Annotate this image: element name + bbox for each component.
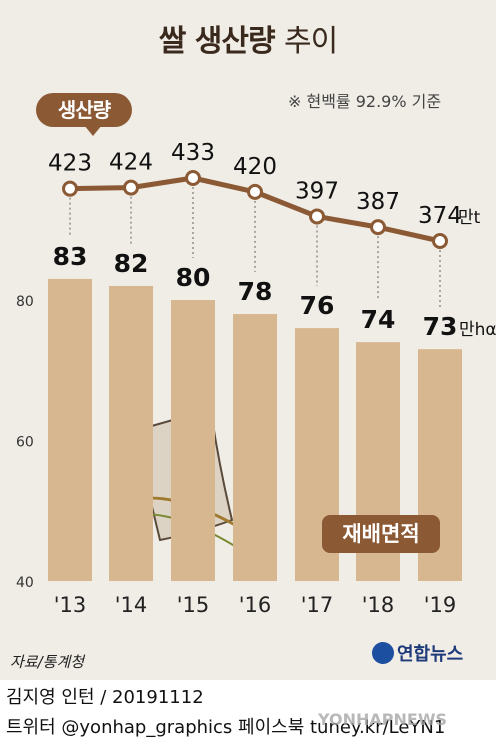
area-bar-value: 83: [53, 242, 88, 271]
area-unit-label: 만hα: [459, 320, 496, 340]
logo-icon: [372, 642, 394, 664]
area-bar-value: 80: [176, 263, 211, 292]
chart-title: 쌀 생산량 추이: [0, 16, 496, 60]
area-bar-value: 73: [423, 312, 458, 341]
x-tick-label: '17: [301, 593, 334, 617]
source-text: 자료/통계청: [10, 653, 85, 671]
yonhap-logo: 연합뉴스: [372, 640, 463, 666]
production-point: [62, 180, 78, 197]
x-tick-label: '18: [362, 593, 395, 617]
basis-note: ※ 현백률 92.9% 기준: [288, 92, 442, 111]
title-light: 추이: [284, 24, 338, 59]
production-value: 433: [171, 140, 215, 166]
area-bar: [233, 314, 277, 581]
x-tick-label: '19: [424, 593, 457, 617]
production-point: [309, 208, 325, 225]
area-bar-value: 76: [300, 291, 335, 320]
x-tick-label: '13: [54, 593, 87, 617]
production-point: [185, 170, 201, 186]
area-badge: 재배면적: [322, 515, 440, 553]
area-bar-value: 82: [114, 249, 149, 278]
production-point: [247, 183, 263, 200]
area-bar: [48, 278, 92, 581]
y-tick-label: 80: [16, 294, 34, 310]
production-value: 387: [356, 189, 400, 215]
y-tick-label: 40: [16, 575, 34, 591]
badge-tail: [84, 125, 102, 136]
area-bar-value: 74: [361, 305, 396, 334]
y-tick-label: 60: [16, 435, 34, 451]
production-value: 424: [109, 150, 153, 176]
production-value: 423: [48, 151, 92, 177]
x-tick-label: '15: [177, 593, 210, 617]
area-bar: [109, 285, 153, 581]
watermark: YONHAPNEWS: [318, 710, 447, 729]
production-point: [432, 233, 448, 249]
credit-social: 트위터 @yonhap_graphics 페이스북 tuney.kr/LeYN1: [6, 717, 446, 738]
production-unit-label: 만t: [458, 208, 481, 228]
x-tick-label: '16: [239, 593, 272, 617]
title-bold: 쌀 생산량: [158, 24, 276, 59]
production-badge: 생산량: [36, 93, 132, 136]
area-bar: [171, 300, 215, 581]
area-bar-value: 78: [238, 277, 273, 306]
production-value: 420: [233, 154, 277, 180]
production-value: 374: [418, 203, 462, 229]
chart: 80 60 40 83 82 80 78 76 74 73 만hα '13 '14 '15 '16 '17 '1…: [16, 140, 496, 617]
production-point: [123, 179, 139, 196]
x-tick-label: '14: [115, 593, 148, 617]
production-badge-label: 생산량: [57, 98, 111, 122]
production-value: 397: [295, 178, 339, 204]
credit-author: 김지영 인턴 / 20191112: [6, 687, 204, 708]
logo-text: 연합뉴스: [397, 644, 464, 665]
production-point: [370, 219, 386, 236]
